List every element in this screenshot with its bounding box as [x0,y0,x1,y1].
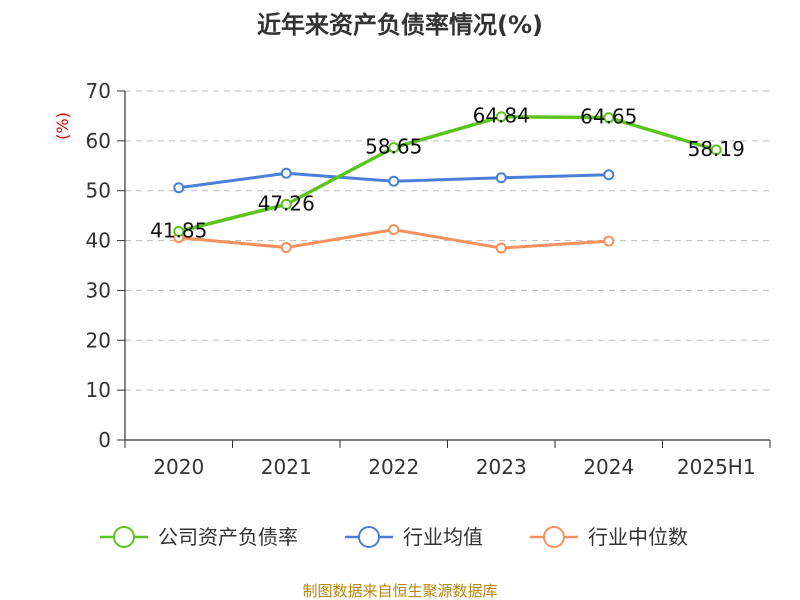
legend-label: 公司资产负债率 [158,525,298,549]
data-point [280,242,292,254]
axes [117,90,771,448]
data-point [280,198,292,210]
data-point [603,169,615,181]
data-point [388,142,400,154]
data-point [603,112,615,124]
grid-lines [125,90,770,391]
legend-marker [113,526,135,548]
y-tick-label: 50 [86,179,111,203]
data-label: 47.26 [258,191,315,215]
y-tick-label: 20 [86,328,111,352]
data-point [603,235,615,247]
data-point [388,175,400,187]
series-lines [173,111,722,254]
y-tick-label: 60 [86,129,111,153]
y-axis-unit: (%) [53,112,72,140]
data-label: 64.65 [580,105,637,129]
y-tick-label: 40 [86,229,111,253]
x-tick-labels: 2020 2021 2022 2023 2024 2025H1 [153,455,755,479]
x-tick-label: 2023 [476,455,527,479]
x-tick-label: 2022 [368,455,419,479]
data-point [495,172,507,184]
y-tick-label: 10 [86,378,111,402]
data-point [280,167,292,179]
data-point [173,225,185,237]
x-tick-label: 2021 [261,455,312,479]
y-tick-label: 0 [98,428,111,452]
x-tick-label: 2025H1 [677,455,756,479]
legend-marker [358,526,380,548]
x-tick-label: 2024 [583,455,634,479]
data-label: 64.84 [473,104,530,128]
legend-marker [543,526,565,548]
y-tick-label: 30 [86,278,111,302]
data-point [495,242,507,254]
data-point [173,182,185,194]
data-point [388,224,400,236]
chart-title: 近年来资产负债率情况(%) [257,11,543,39]
data-label: 58.65 [365,135,422,159]
y-tick-label: 70 [86,79,111,103]
data-labels: 41.85 47.26 58.65 64.84 64.65 58.19 [150,104,745,243]
data-label: 41.85 [150,218,207,242]
data-label: 58.19 [688,137,745,161]
legend-label: 行业中位数 [588,525,688,549]
source-note: 制图数据来自恒生聚源数据库 [302,582,497,600]
data-point [710,144,722,156]
x-tick-label: 2020 [153,455,204,479]
series-line-0 [177,114,718,234]
data-point [495,111,507,123]
legend: 公司资产负债率 行业均值 行业中位数 [100,525,688,549]
legend-label: 行业均值 [403,525,483,549]
y-tick-labels: 0 10 20 30 40 50 60 70 [86,79,111,452]
